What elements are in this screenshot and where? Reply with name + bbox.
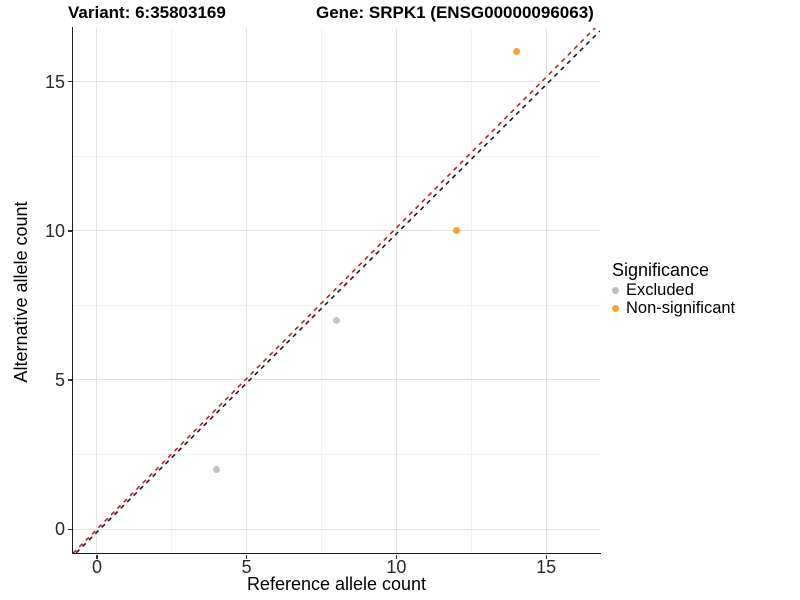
x-major-gridline <box>395 28 397 553</box>
plot-title-variant: Variant: 6:35803169 <box>68 3 226 22</box>
y-tick-mark <box>67 528 72 530</box>
x-axis-title: Reference allele count <box>246 574 427 594</box>
plot-title-gene: Gene: SRPK1 (ENSG00000096063) <box>316 3 594 22</box>
x-tick-label: 15 <box>536 557 557 577</box>
x-tick-mark <box>246 554 248 559</box>
x-tick-mark <box>96 554 98 559</box>
y-tick-mark <box>67 81 72 83</box>
x-major-gridline <box>96 28 98 553</box>
y-minor-gridline <box>73 155 600 157</box>
y-tick-label: 10 <box>44 220 65 241</box>
y-major-gridline <box>73 379 600 381</box>
plot-panel <box>73 28 600 553</box>
data-point-excluded <box>213 465 221 473</box>
x-minor-gridline <box>171 28 173 553</box>
y-tick-label: 5 <box>54 369 65 390</box>
x-tick-mark <box>545 554 547 559</box>
expected-ratio-line <box>73 28 597 553</box>
x-tick-label: 0 <box>91 557 102 577</box>
x-tick-label: 5 <box>241 557 252 577</box>
x-tick-mark <box>395 554 398 559</box>
y-minor-gridline <box>73 304 600 306</box>
y-tick-mark <box>67 230 72 232</box>
legend-item-label: Non-significant <box>626 298 736 317</box>
x-major-gridline <box>246 28 248 553</box>
x-tick-label: 10 <box>386 557 407 577</box>
legend-item-label: Excluded <box>626 281 694 300</box>
y-minor-gridline <box>73 454 600 456</box>
x-major-gridline <box>545 28 547 553</box>
identity-line <box>74 30 600 553</box>
legend: Significance Excluded Non-significant <box>612 260 735 317</box>
x-minor-gridline <box>470 28 472 553</box>
reference-lines <box>73 28 600 553</box>
y-major-gridline <box>73 528 600 530</box>
legend-swatch-excluded <box>612 287 619 295</box>
data-point-non-significant <box>452 227 460 235</box>
y-major-gridline <box>73 81 600 83</box>
legend-swatch-non-significant <box>612 304 619 312</box>
y-tick-label: 15 <box>44 71 65 92</box>
legend-title: Significance <box>612 260 710 280</box>
y-axis-title: Alternative allele count <box>11 201 31 383</box>
data-point-excluded <box>333 316 340 324</box>
legend-item-excluded: Excluded <box>612 281 735 300</box>
x-axis-line <box>72 552 601 554</box>
y-tick-mark <box>67 379 72 381</box>
y-axis-line <box>72 27 74 554</box>
x-minor-gridline <box>321 28 323 553</box>
legend-item-non-significant: Non-significant <box>612 298 736 318</box>
y-major-gridline <box>73 230 600 232</box>
y-tick-label: 0 <box>54 519 65 540</box>
data-point-non-significant <box>512 48 520 56</box>
